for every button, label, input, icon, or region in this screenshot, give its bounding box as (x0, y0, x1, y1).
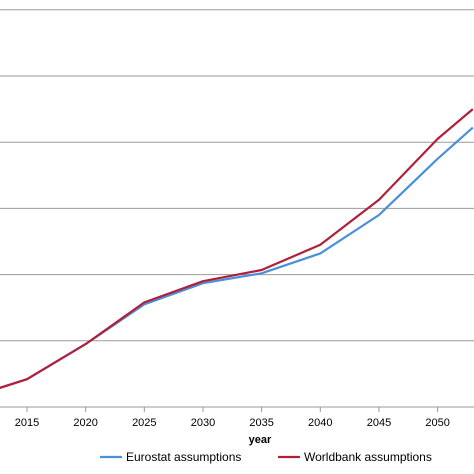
x-tick-labels: 2015 2020 2025 2030 2035 2040 2045 2050 (15, 407, 450, 429)
x-axis-label: year (249, 434, 272, 446)
series-lines (0, 108, 474, 389)
x-tick-label-2030: 2030 (191, 417, 215, 429)
y-gridlines (0, 9, 474, 342)
x-tick-label-2050: 2050 (425, 417, 449, 429)
series-line-1 (0, 126, 474, 389)
x-tick-label-2020: 2020 (73, 417, 97, 429)
legend-label-2: Worldbank assumptions (304, 450, 432, 464)
x-tick-label-2040: 2040 (308, 417, 332, 429)
series-line-2 (0, 108, 474, 389)
x-tick-label-2035: 2035 (249, 417, 273, 429)
x-tick-label-2015: 2015 (15, 417, 39, 429)
x-tick-label-2025: 2025 (132, 417, 156, 429)
legend-label-1: Eurostat assumptions (126, 450, 241, 464)
legend: Eurostat assumptions Worldbank assumption… (100, 450, 432, 464)
x-tick-label-2045: 2045 (367, 417, 391, 429)
